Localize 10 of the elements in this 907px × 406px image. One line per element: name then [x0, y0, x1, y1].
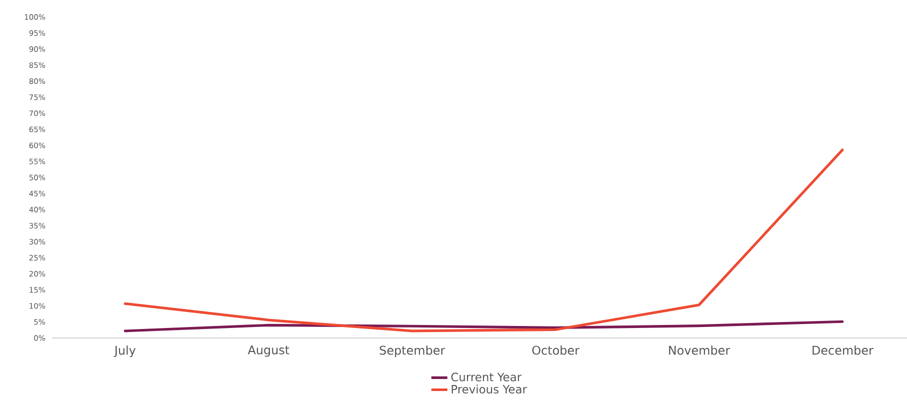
x-tick-label: August	[248, 346, 290, 357]
legend-label: Current Year	[451, 372, 522, 382]
x-tick-label: September	[380, 346, 446, 358]
legend-label: Previous Year	[452, 384, 527, 394]
x-tick-label: October	[532, 346, 580, 355]
x-tick-label: July	[114, 346, 136, 358]
line-series	[124, 148, 844, 332]
x-tick-label: December	[812, 346, 874, 355]
line-series	[124, 320, 844, 332]
x-tick-label: November	[669, 346, 730, 355]
